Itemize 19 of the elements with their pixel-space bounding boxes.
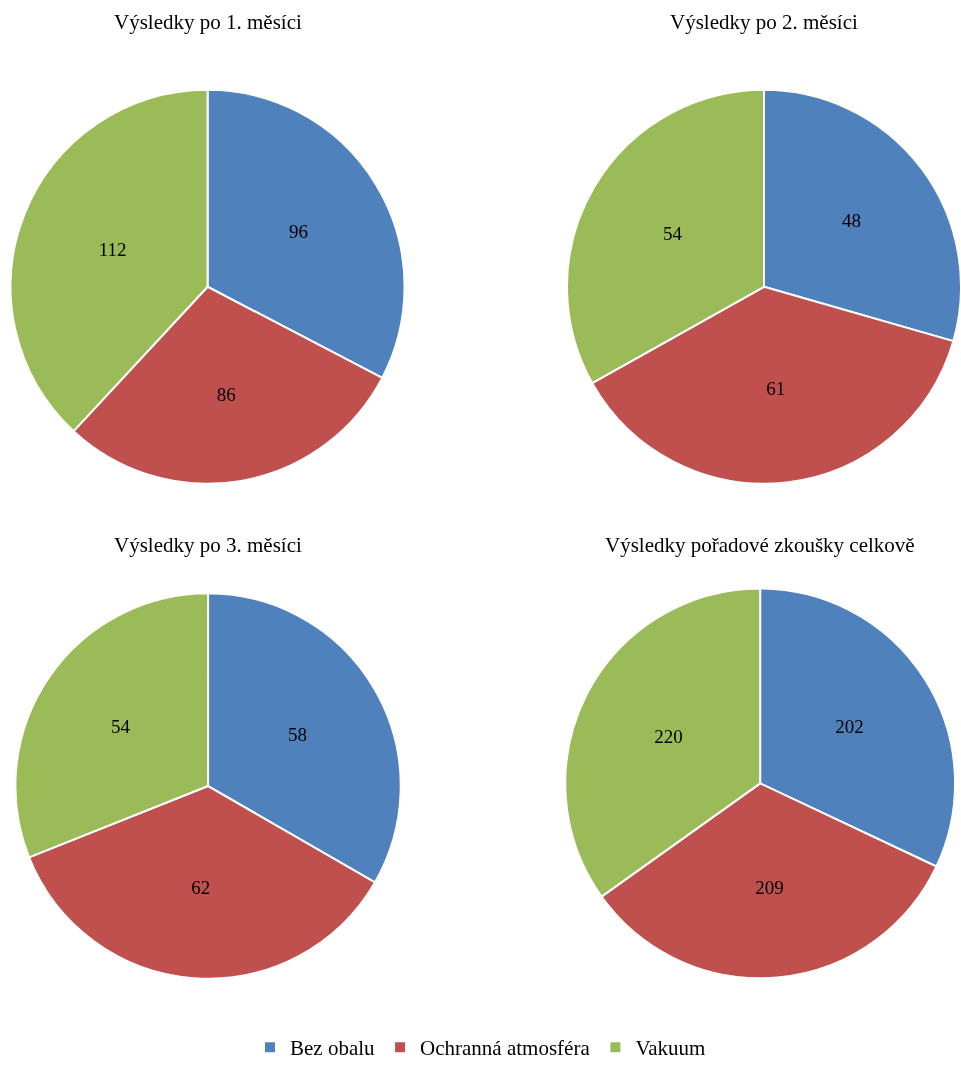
- data-label: 54: [111, 716, 131, 738]
- chart-title: Výsledky po 2. měsíci: [670, 10, 858, 34]
- data-label: 48: [841, 210, 861, 232]
- data-label: 202: [835, 716, 864, 738]
- data-label: 61: [766, 378, 786, 400]
- data-label: 209: [755, 877, 784, 899]
- legend-label: Bez obalu: [290, 1036, 376, 1061]
- data-label: 54: [663, 222, 683, 244]
- chart-title: Výsledky po 3. měsíci: [114, 533, 302, 557]
- chart-title: Výsledky po 1. měsíci: [114, 10, 302, 34]
- data-label: 112: [98, 238, 127, 260]
- data-label: 86: [216, 384, 236, 406]
- data-label: 96: [288, 221, 308, 243]
- legend-label: Vakuum: [635, 1036, 706, 1061]
- chart-title: Výsledky pořadové zkoušky celkově: [605, 533, 915, 557]
- data-label: 220: [654, 725, 683, 747]
- data-label: 58: [287, 723, 307, 745]
- legend-label: Ochranná atmosféra: [420, 1036, 591, 1061]
- data-label: 62: [191, 876, 211, 898]
